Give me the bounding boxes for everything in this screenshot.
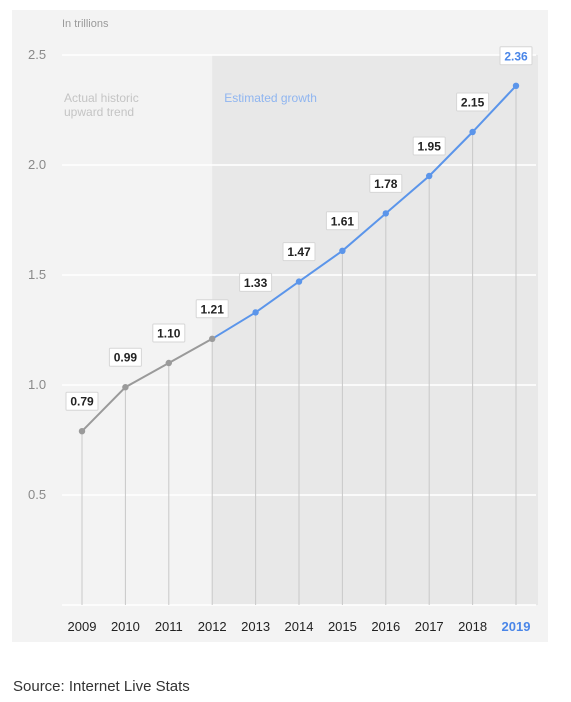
data-label-2016: 1.78 — [374, 177, 398, 191]
data-label-2015: 1.61 — [331, 214, 355, 228]
data-label-box-2017 — [412, 136, 446, 156]
data-point-2010 — [122, 384, 129, 391]
source-note: Source: Internet Live Stats — [13, 678, 190, 695]
data-label-2014: 1.47 — [287, 245, 311, 259]
data-label-2011: 1.10 — [157, 327, 181, 341]
data-point-2015 — [339, 247, 346, 254]
data-label-box-2013 — [239, 272, 273, 292]
historic-trend-line — [81, 337, 213, 432]
data-label-2012: 1.21 — [201, 302, 225, 316]
data-label-box-2009 — [65, 391, 99, 411]
xtick-label-2016: 2016 — [371, 619, 400, 634]
unit-label: In trillions — [62, 18, 109, 30]
xtick-label-2012: 2012 — [198, 619, 227, 634]
data-label-box-2019 — [499, 46, 533, 66]
data-label-2010: 0.99 — [114, 351, 138, 365]
data-label-box-2018 — [456, 92, 490, 112]
xtick-label-2011: 2011 — [155, 619, 183, 634]
data-point-2016 — [382, 210, 389, 217]
data-label-2019: 2.36 — [504, 49, 528, 63]
xtick-label-2013: 2013 — [241, 619, 270, 634]
historic-segment-label-line: Actual historic — [64, 91, 139, 105]
data-point-2009 — [78, 428, 86, 435]
xtick-label-2019: 2019 — [502, 619, 531, 634]
ytick-label: 1.5 — [28, 267, 46, 282]
data-label-2013: 1.33 — [244, 276, 268, 290]
data-point-2011 — [165, 359, 172, 367]
historic-segment-label: Actual historic upward trend — [64, 91, 139, 119]
data-point-2018 — [469, 128, 476, 136]
ytick-label: 2.0 — [28, 157, 46, 172]
data-label-box-2011 — [152, 323, 186, 343]
estimated-segment-label: Estimated growth — [224, 91, 317, 105]
ytick-label: 2.5 — [28, 47, 46, 62]
historic-segment-label-line: upward trend — [64, 105, 134, 119]
xtick-label-2009: 2009 — [68, 619, 97, 634]
data-point-2012 — [209, 335, 216, 342]
data-label-box-2012 — [195, 299, 229, 319]
ytick-label: 0.5 — [28, 487, 46, 502]
data-label-2017: 1.95 — [418, 140, 442, 154]
estimated-region-background — [212, 55, 538, 605]
data-point-2017 — [426, 172, 433, 180]
chart-card: 0.5 1.0 1.5 2.0 2.5 In trillions Actual hist… — [12, 10, 548, 642]
xtick-label-2015: 2015 — [328, 619, 357, 634]
xtick-label-2017: 2017 — [415, 619, 444, 634]
xtick-label-2014: 2014 — [285, 619, 314, 634]
data-point-2013 — [252, 309, 259, 316]
xtick-label-2010: 2010 — [111, 619, 140, 634]
data-label-box-2016 — [369, 173, 403, 193]
data-label-2018: 2.15 — [461, 96, 485, 110]
ytick-label: 1.0 — [28, 377, 46, 392]
line-chart: 0.5 1.0 1.5 2.0 2.5 In trillions Actual hist… — [12, 10, 548, 642]
data-point-2014 — [295, 278, 303, 285]
data-label-box-2014 — [282, 242, 316, 262]
data-label-2009: 0.79 — [70, 395, 94, 409]
estimated-growth-line — [211, 85, 517, 340]
data-label-box-2010 — [108, 347, 142, 367]
xtick-label-2018: 2018 — [458, 619, 487, 634]
data-point-2019 — [512, 82, 520, 90]
data-label-box-2015 — [325, 211, 359, 231]
